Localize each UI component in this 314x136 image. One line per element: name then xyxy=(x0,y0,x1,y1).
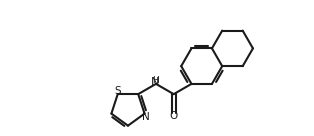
Text: S: S xyxy=(114,86,121,96)
Text: H: H xyxy=(152,76,159,85)
Text: N: N xyxy=(151,77,160,87)
Text: N: N xyxy=(142,112,149,122)
Text: O: O xyxy=(170,111,178,120)
